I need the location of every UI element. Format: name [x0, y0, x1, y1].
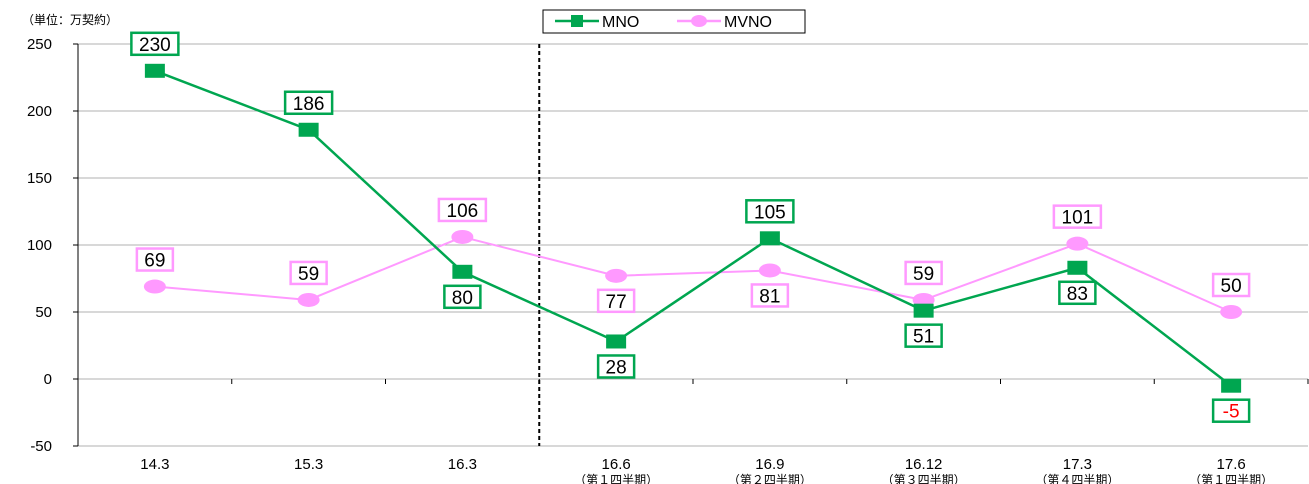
data-label-text: 106 [447, 201, 479, 222]
x-tick-label: 15.3 [294, 456, 323, 473]
x-tick-sublabel: （第１四半期） [1189, 473, 1273, 484]
mvno-point [1220, 305, 1243, 319]
mvno-point [912, 292, 935, 307]
y-tick-label: 250 [27, 36, 52, 53]
mno-point [913, 303, 934, 318]
mno-data-label: 186 [283, 90, 334, 116]
legend-marker [571, 15, 583, 27]
x-tick-sublabel: （第２四半期） [728, 473, 812, 484]
mno-point [298, 122, 319, 137]
y-tick-label: -50 [30, 438, 52, 455]
data-label-text: 83 [1067, 284, 1088, 305]
data-label-box [1058, 280, 1097, 306]
mno-line [154, 69, 1232, 387]
series-group [143, 63, 1243, 393]
mvno-data-label: 101 [1052, 204, 1103, 229]
y-tick-label: 100 [27, 237, 52, 254]
data-label-box [289, 260, 328, 286]
data-label-box [904, 260, 943, 286]
x-tick-sublabel: （第３四半期） [882, 473, 966, 484]
x-axis: 14.3 15.3 16.3 16.6（第１四半期）16.9（第２四半期）16.12（… [77, 379, 1309, 484]
data-label-box [904, 323, 943, 348]
data-label-text: 28 [606, 357, 627, 378]
data-label-text: 69 [144, 251, 165, 272]
y-tick-label: 200 [27, 103, 52, 120]
data-label-box [1211, 272, 1251, 298]
mno-data-label: 83 [1058, 280, 1097, 306]
mno-point [144, 63, 165, 78]
mvno-data-label: 77 [596, 288, 636, 314]
data-label-box [135, 247, 175, 272]
legend: MNO MVNO [542, 9, 806, 34]
mvno-data-label: 69 [135, 247, 175, 272]
mvno-line [154, 235, 1232, 313]
legend-box [542, 9, 806, 34]
y-axis: -50 0 50 100 150 200 250 [27, 36, 79, 455]
mno-point [759, 231, 780, 246]
legend-label: MNO [602, 14, 639, 31]
data-label-box [443, 284, 482, 310]
mvno-data-label: 50 [1211, 272, 1251, 298]
data-label-box [596, 288, 636, 314]
y-tick-label: 50 [35, 304, 52, 321]
mno-point [1067, 260, 1088, 275]
data-label-text: 101 [1062, 208, 1094, 229]
data-label-text: 50 [1221, 276, 1242, 297]
mvno-data-label: 81 [750, 283, 790, 308]
data-label-box [596, 354, 636, 379]
y-tick-label: 150 [27, 170, 52, 187]
data-label-box [283, 90, 334, 116]
data-label-text: 80 [452, 288, 473, 309]
data-label-box [1211, 398, 1251, 423]
mvno-point [143, 279, 166, 294]
mno-data-label: 230 [130, 31, 180, 57]
data-label-box [130, 31, 180, 57]
mno-data-label: -5 [1211, 398, 1251, 423]
x-tick-label: 17.3 [1063, 456, 1092, 473]
data-label-text: 105 [754, 202, 786, 223]
mno-data-label: 51 [904, 323, 943, 348]
data-label-text: 81 [759, 286, 780, 307]
unit-label: （単位：万契約） [22, 12, 118, 27]
data-label-text: 59 [298, 264, 319, 285]
data-label-box [750, 283, 790, 308]
mvno-point [758, 263, 781, 278]
mno-data-label: 80 [443, 284, 482, 310]
mvno-data-label: 59 [904, 260, 943, 286]
mno-point [606, 334, 627, 349]
x-tick-label: 16.9 [755, 456, 784, 473]
data-label-box [1052, 204, 1103, 229]
mvno-point [605, 268, 628, 283]
x-tick-sublabel: （第４四半期） [1035, 473, 1119, 484]
x-tick-label: 16.6 [602, 456, 631, 473]
mno-data-label: 105 [745, 199, 795, 224]
mvno-point [451, 229, 474, 244]
mno-data-label: 28 [596, 354, 636, 379]
data-label-text: 51 [913, 327, 934, 348]
data-label-box [437, 197, 488, 223]
mvno-point [1066, 236, 1089, 251]
data-label-text: -5 [1223, 402, 1240, 423]
data-label-text: 230 [139, 35, 171, 56]
legend-marker [691, 15, 707, 27]
mvno-point [297, 292, 320, 307]
gridlines [78, 43, 1308, 447]
data-label-text: 186 [293, 94, 325, 115]
y-tick-label: 0 [44, 371, 52, 388]
x-tick-sublabel: （第１四半期） [574, 473, 658, 484]
x-tick-label: 16.12 [905, 456, 943, 473]
mvno-data-label: 106 [437, 197, 488, 223]
x-tick-label: 16.3 [448, 456, 477, 473]
x-tick-label: 14.3 [140, 456, 169, 473]
mno-point [452, 264, 473, 279]
mvno-data-label: 59 [289, 260, 328, 286]
data-label-box [745, 199, 795, 224]
data-label-text: 77 [606, 292, 627, 313]
data-labels: 230 186 80 28 105 51 83 -5 69 59 106 77 81 59 101 50 [130, 31, 1251, 423]
x-tick-label: 17.6 [1217, 456, 1246, 473]
data-label-text: 59 [913, 264, 934, 285]
mno-point [1221, 378, 1242, 393]
legend-label: MVNO [724, 14, 772, 31]
